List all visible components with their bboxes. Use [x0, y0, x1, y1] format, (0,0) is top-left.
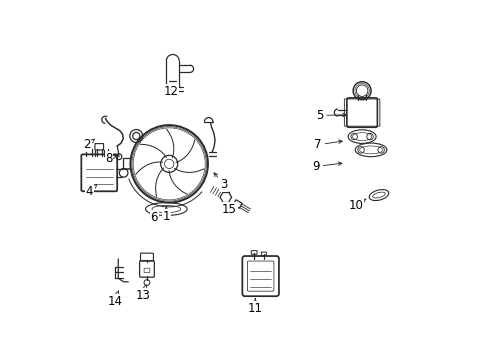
Text: 7: 7 [314, 138, 342, 151]
Text: 15: 15 [222, 203, 236, 216]
Text: 2: 2 [83, 138, 94, 151]
Text: 9: 9 [312, 160, 341, 173]
Text: 6: 6 [150, 211, 158, 224]
Text: 14: 14 [107, 291, 122, 308]
Text: 3: 3 [214, 173, 227, 191]
Text: 8: 8 [105, 152, 116, 165]
Text: 11: 11 [247, 298, 262, 315]
Text: 5: 5 [315, 109, 346, 122]
Text: 12: 12 [163, 85, 178, 98]
Text: 13: 13 [136, 285, 150, 302]
Text: 4: 4 [86, 184, 97, 198]
Text: 1: 1 [162, 207, 170, 223]
Text: 10: 10 [347, 199, 366, 212]
